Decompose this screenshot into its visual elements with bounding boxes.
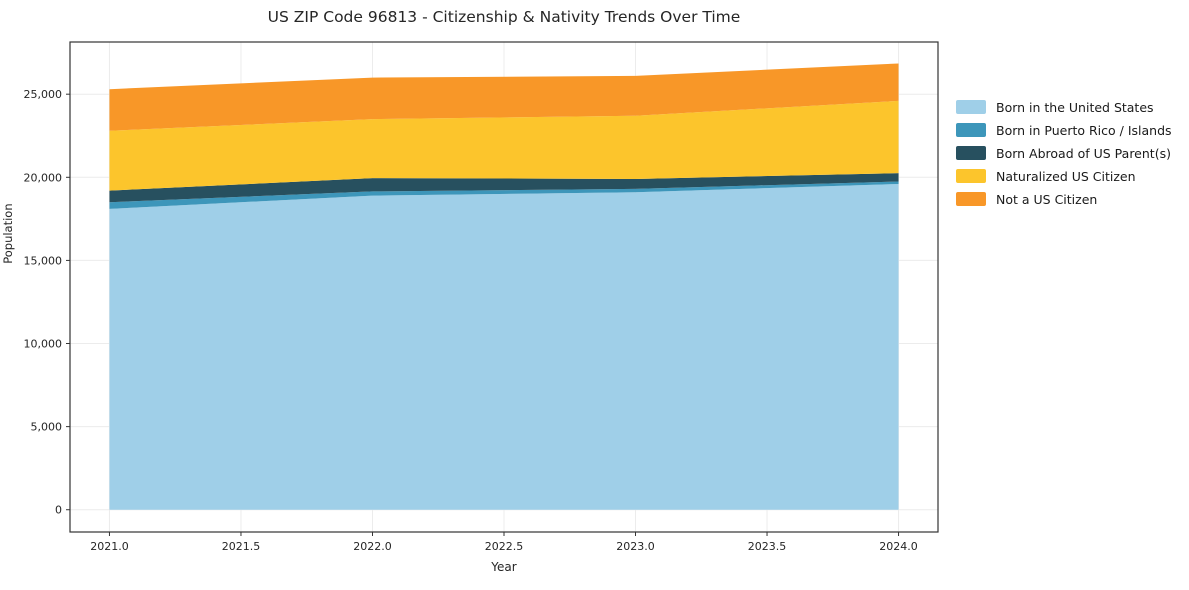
legend-label: Born in the United States bbox=[996, 99, 1154, 115]
area-series-0 bbox=[109, 183, 899, 510]
legend: Born in the United States Born in Puerto … bbox=[950, 96, 1178, 210]
x-tick-label: 2021.0 bbox=[90, 540, 129, 553]
area-series-3 bbox=[109, 100, 899, 191]
area-series-4 bbox=[109, 63, 899, 131]
legend-label: Not a US Citizen bbox=[996, 191, 1098, 207]
y-tick-label: 5,000 bbox=[31, 421, 63, 434]
y-tick-label: 25,000 bbox=[24, 88, 63, 101]
x-tick-label: 2023.0 bbox=[616, 540, 655, 553]
legend-label: Born Abroad of US Parent(s) bbox=[996, 145, 1171, 161]
chart-title: US ZIP Code 96813 - Citizenship & Nativi… bbox=[267, 8, 741, 26]
y-tick-label: 15,000 bbox=[24, 254, 63, 267]
area-series-2 bbox=[109, 173, 899, 203]
legend-label: Naturalized US Citizen bbox=[996, 168, 1136, 184]
x-tick-label: 2022.5 bbox=[485, 540, 524, 553]
y-axis-label: Population bbox=[1, 203, 15, 264]
legend-item: Not a US Citizen bbox=[956, 191, 1172, 207]
legend-swatch bbox=[956, 123, 986, 137]
legend-swatch bbox=[956, 169, 986, 183]
legend-swatch bbox=[956, 192, 986, 206]
x-tick-label: 2021.5 bbox=[222, 540, 261, 553]
legend-item: Naturalized US Citizen bbox=[956, 168, 1172, 184]
y-tick-label: 0 bbox=[55, 504, 62, 517]
y-tick-label: 10,000 bbox=[24, 338, 63, 351]
x-tick-label: 2022.0 bbox=[353, 540, 392, 553]
legend-item: Born in the United States bbox=[956, 99, 1172, 115]
legend-item: Born Abroad of US Parent(s) bbox=[956, 145, 1172, 161]
x-tick-label: 2023.5 bbox=[748, 540, 787, 553]
x-tick-label: 2024.0 bbox=[879, 540, 918, 553]
y-tick-label: 20,000 bbox=[24, 171, 63, 184]
area-series-1 bbox=[109, 181, 899, 209]
legend-item: Born in Puerto Rico / Islands bbox=[956, 122, 1172, 138]
x-axis-label: Year bbox=[491, 560, 517, 574]
legend-swatch bbox=[956, 100, 986, 114]
legend-label: Born in Puerto Rico / Islands bbox=[996, 122, 1172, 138]
legend-swatch bbox=[956, 146, 986, 160]
